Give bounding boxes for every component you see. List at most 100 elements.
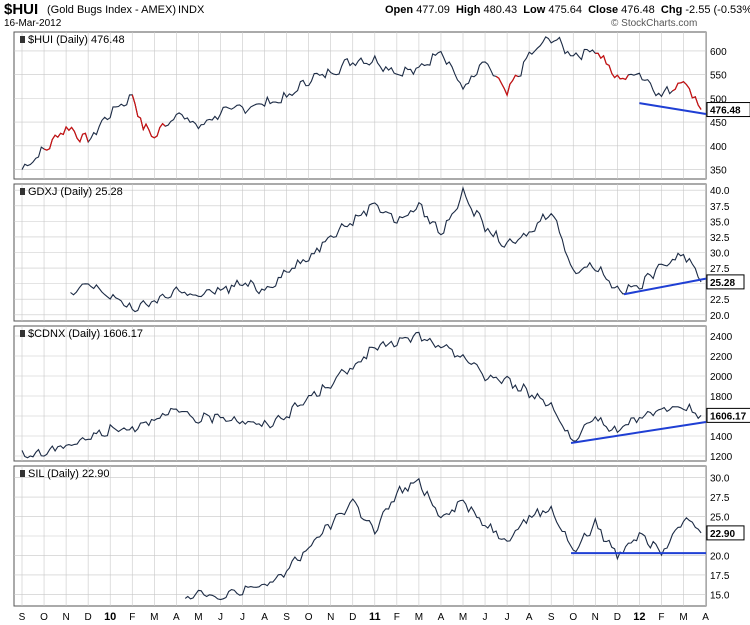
open-value: 477.09 xyxy=(416,4,450,16)
close-label: Close xyxy=(588,4,619,16)
x-tick-label: M xyxy=(459,612,467,623)
panel-title-marker xyxy=(20,188,25,195)
y-tick-label: 20.0 xyxy=(710,551,730,562)
x-tick-label: S xyxy=(283,612,290,623)
y-tick-label: 550 xyxy=(710,71,727,82)
x-tick-label: M xyxy=(415,612,423,623)
y-tick-label: 500 xyxy=(710,94,727,105)
x-tick-label: 11 xyxy=(369,611,381,623)
last-value-box xyxy=(706,407,750,423)
panel-title: SIL (Daily) 22.90 xyxy=(28,468,110,480)
trend-line xyxy=(570,421,707,444)
down-segment xyxy=(495,74,519,97)
x-tick-label: M xyxy=(150,612,158,623)
y-tick-label: 2000 xyxy=(710,372,733,383)
x-tick-label: 12 xyxy=(633,611,645,623)
series-line xyxy=(21,331,702,459)
y-tick-label: 1400 xyxy=(710,432,733,443)
date-label: 16-Mar-2012 xyxy=(4,18,62,29)
x-tick-label: A xyxy=(526,612,533,623)
y-tick-label: 400 xyxy=(710,142,727,153)
y-tick-label: 1200 xyxy=(710,452,733,463)
x-tick-label: F xyxy=(394,612,400,623)
y-tick-label: 2200 xyxy=(710,352,733,363)
down-segment xyxy=(672,80,702,110)
series-line xyxy=(184,477,702,601)
close-value: 476.48 xyxy=(621,4,655,16)
last-value-label: 25.28 xyxy=(710,278,735,289)
low-value: 475.64 xyxy=(548,4,582,16)
last-value-box xyxy=(706,102,750,118)
y-tick-label: 15.0 xyxy=(710,590,730,601)
y-tick-label: 350 xyxy=(710,166,727,177)
chg-label: Chg xyxy=(660,4,683,16)
panel-frame xyxy=(13,325,707,462)
x-tick-label: D xyxy=(85,612,92,623)
x-tick-label: N xyxy=(62,612,69,623)
down-segment xyxy=(595,52,629,81)
x-tick-label: S xyxy=(19,612,26,623)
y-tick-label: 17.5 xyxy=(710,571,730,582)
high-value: 480.43 xyxy=(483,4,518,16)
y-tick-label: 35.0 xyxy=(710,217,730,228)
x-tick-label: S xyxy=(548,612,555,623)
y-tick-label: 450 xyxy=(710,118,727,129)
x-tick-label: D xyxy=(614,612,621,623)
last-value-box xyxy=(706,274,745,290)
y-tick-label: 37.5 xyxy=(710,202,730,213)
x-tick-label: A xyxy=(702,612,709,623)
brand-watermark: © StockCharts.com xyxy=(611,18,698,29)
x-tick-label: J xyxy=(483,612,488,623)
trend-line xyxy=(623,277,707,296)
panel-title: $HUI (Daily) 476.48 xyxy=(28,34,125,46)
x-tick-label: M xyxy=(194,612,202,623)
y-tick-label: 1800 xyxy=(710,392,733,403)
last-value-label: 22.90 xyxy=(710,529,735,540)
x-tick-label: F xyxy=(658,612,664,623)
x-tick-label: A xyxy=(173,612,180,623)
y-tick-label: 2400 xyxy=(710,332,733,343)
x-tick-label: O xyxy=(569,612,577,623)
panel-title: $CDNX (Daily) 1606.17 xyxy=(28,328,143,340)
low-label: Low xyxy=(523,4,546,16)
x-tick-label: F xyxy=(129,612,135,623)
last-value-label: 1606.17 xyxy=(710,411,747,422)
high-label: High xyxy=(455,4,481,16)
y-tick-label: 600 xyxy=(710,47,727,58)
x-tick-label: N xyxy=(592,612,599,623)
x-tick-label: J xyxy=(240,612,245,623)
panel-frame xyxy=(13,31,707,180)
x-tick-label: O xyxy=(305,612,313,623)
exchange-label: INDX xyxy=(178,4,205,16)
y-tick-label: 27.5 xyxy=(710,493,730,504)
y-tick-label: 32.5 xyxy=(710,233,730,244)
y-tick-label: 40.0 xyxy=(710,186,730,197)
y-tick-label: 25.0 xyxy=(710,513,730,524)
last-value-box xyxy=(706,525,745,541)
series-line xyxy=(70,185,702,313)
last-value-label: 476.48 xyxy=(710,106,741,117)
panel-title-marker xyxy=(20,36,25,43)
x-tick-label: O xyxy=(40,612,48,623)
y-tick-label: 30.0 xyxy=(710,474,730,485)
ohlc-summary: Open 477.09 High 480.43 Low 475.64 Close… xyxy=(385,4,750,16)
x-tick-label: D xyxy=(349,612,356,623)
x-tick-label: J xyxy=(218,612,223,623)
y-tick-label: 20.0 xyxy=(710,311,730,322)
y-tick-label: 27.5 xyxy=(710,264,730,275)
panel-title-marker xyxy=(20,470,25,477)
symbol-name: (Gold Bugs Index - AMEX) xyxy=(47,4,176,16)
x-tick-label: J xyxy=(505,612,510,623)
x-tick-label: N xyxy=(327,612,334,623)
down-segment xyxy=(43,125,89,151)
x-tick-label: M xyxy=(679,612,687,623)
trend-line xyxy=(639,102,707,116)
symbol-title: $HUI xyxy=(4,1,39,18)
panel-title-marker xyxy=(20,330,25,337)
x-tick-label: 10 xyxy=(104,611,116,623)
y-tick-label: 30.0 xyxy=(710,249,730,260)
panel-title: GDXJ (Daily) 25.28 xyxy=(28,186,123,198)
open-label: Open xyxy=(385,4,414,16)
